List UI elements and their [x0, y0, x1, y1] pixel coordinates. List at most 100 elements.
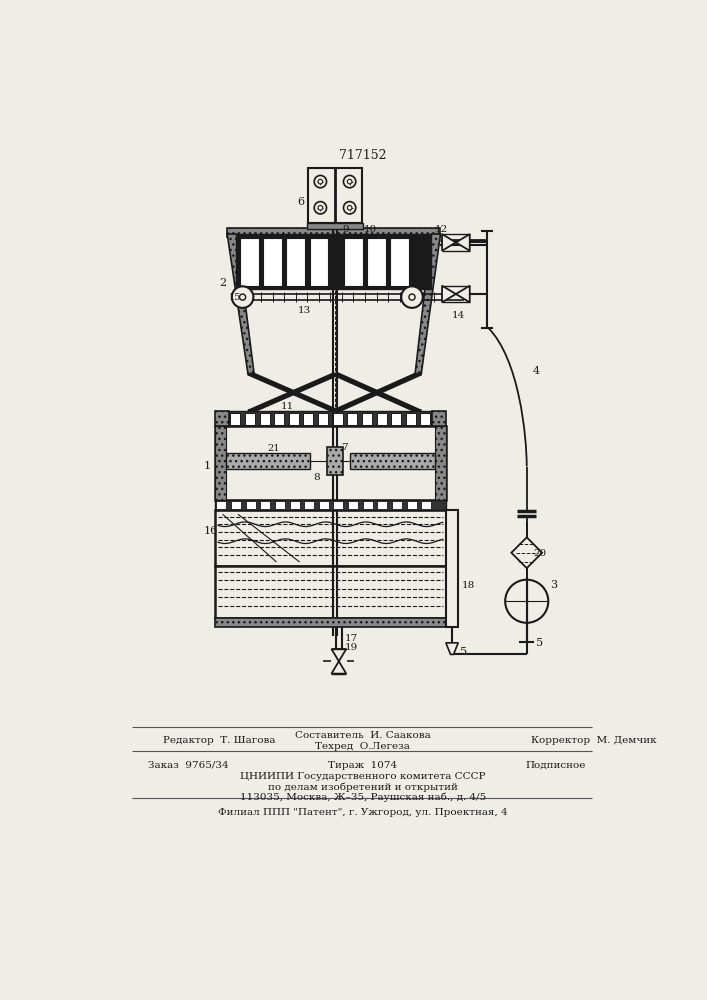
Text: по делам изобретений и открытий: по делам изобретений и открытий	[268, 782, 457, 792]
Bar	[368, 238, 386, 286]
Circle shape	[318, 205, 322, 210]
Bar	[215, 426, 446, 500]
Polygon shape	[248, 374, 339, 411]
Polygon shape	[442, 234, 456, 251]
Text: 5: 5	[536, 638, 543, 648]
Bar	[303, 413, 313, 425]
Bar	[334, 501, 344, 509]
Circle shape	[314, 202, 327, 214]
Bar	[286, 238, 305, 286]
Bar	[310, 238, 328, 286]
Bar	[362, 413, 372, 425]
Bar	[216, 501, 226, 509]
Bar	[307, 223, 363, 229]
Bar	[421, 413, 431, 425]
Text: 8: 8	[313, 473, 320, 482]
Text: 19: 19	[345, 643, 358, 652]
Text: Подписное: Подписное	[525, 761, 585, 770]
Bar	[348, 501, 358, 509]
Text: 15: 15	[229, 293, 241, 302]
Bar	[246, 501, 256, 509]
Polygon shape	[227, 234, 254, 374]
Text: 21: 21	[267, 444, 280, 453]
Bar	[226, 453, 310, 469]
Bar	[215, 426, 226, 500]
Circle shape	[347, 179, 352, 184]
Bar	[333, 413, 343, 425]
Circle shape	[506, 580, 549, 623]
Text: ЦНИИПИ Государственного комитета СССР: ЦНИИПИ Государственного комитета СССР	[240, 772, 486, 781]
Bar	[327, 447, 343, 475]
Polygon shape	[456, 234, 469, 251]
Bar	[304, 501, 314, 509]
Bar	[229, 411, 432, 426]
Bar	[215, 500, 446, 510]
Text: 14: 14	[452, 311, 465, 320]
Bar	[347, 413, 357, 425]
Bar	[274, 413, 284, 425]
Bar	[259, 413, 269, 425]
Circle shape	[314, 175, 327, 188]
Bar	[391, 413, 402, 425]
Bar	[215, 566, 446, 618]
Bar	[344, 238, 363, 286]
Text: 717152: 717152	[339, 149, 387, 162]
Text: 17: 17	[345, 634, 358, 643]
Bar	[407, 501, 416, 509]
Text: Редактор  Т. Шагова: Редактор Т. Шагова	[163, 736, 276, 745]
Polygon shape	[333, 374, 421, 411]
Circle shape	[344, 175, 356, 188]
Bar	[227, 228, 440, 237]
Bar	[421, 501, 431, 509]
Text: 12: 12	[434, 225, 448, 234]
Bar	[318, 413, 328, 425]
Bar	[406, 413, 416, 425]
Polygon shape	[332, 661, 346, 674]
Text: 5: 5	[460, 647, 467, 657]
Text: 20: 20	[533, 549, 546, 558]
Circle shape	[409, 294, 415, 300]
Bar	[260, 501, 270, 509]
Polygon shape	[442, 286, 456, 302]
Bar	[288, 413, 299, 425]
Bar	[215, 411, 229, 426]
Bar	[264, 238, 282, 286]
Text: Корректор  М. Демчик: Корректор М. Демчик	[530, 736, 656, 745]
Circle shape	[232, 286, 253, 308]
Circle shape	[402, 286, 423, 308]
Text: 13: 13	[298, 306, 311, 315]
Bar	[215, 510, 446, 566]
Bar	[290, 501, 300, 509]
Bar	[230, 413, 240, 425]
Bar	[215, 618, 446, 627]
Circle shape	[344, 202, 356, 214]
Bar	[236, 234, 431, 289]
Bar	[378, 501, 387, 509]
Text: 11: 11	[281, 402, 294, 411]
Bar	[231, 501, 241, 509]
Bar	[377, 413, 387, 425]
Text: Филиал ППП "Патент", г. Ужгород, ул. Проектная, 4: Филиал ППП "Патент", г. Ужгород, ул. Про…	[218, 808, 508, 817]
Bar	[240, 238, 259, 286]
Text: 1: 1	[204, 461, 211, 471]
Circle shape	[240, 294, 246, 300]
Polygon shape	[415, 234, 440, 374]
Polygon shape	[332, 649, 346, 661]
Text: 2: 2	[219, 278, 227, 288]
Bar	[308, 168, 362, 223]
Text: 16: 16	[204, 526, 218, 536]
Polygon shape	[511, 537, 542, 568]
Circle shape	[318, 179, 322, 184]
Bar	[363, 501, 373, 509]
Bar	[392, 501, 402, 509]
Text: 9: 9	[343, 225, 349, 234]
Bar	[446, 510, 458, 627]
Bar	[245, 413, 255, 425]
Bar	[275, 501, 285, 509]
Text: 6: 6	[297, 197, 305, 207]
Circle shape	[347, 205, 352, 210]
Bar	[351, 453, 435, 469]
Text: Техред  О.Легеза: Техред О.Легеза	[315, 742, 410, 751]
Polygon shape	[456, 286, 469, 302]
Bar	[432, 411, 446, 426]
